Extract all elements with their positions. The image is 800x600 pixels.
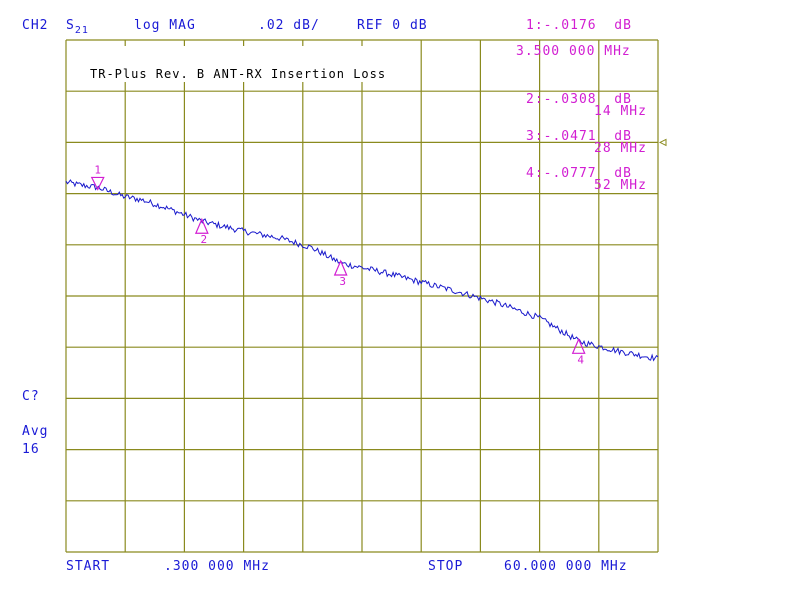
marker-3-number: 3 bbox=[339, 275, 346, 288]
marker-1-unit: dB bbox=[614, 18, 632, 33]
s-parameter-label: S21 bbox=[66, 18, 89, 37]
marker-4-symbol bbox=[571, 337, 586, 354]
marker-1-readout: 1:-.0176 dB bbox=[526, 19, 632, 33]
marker-2-symbol bbox=[194, 217, 209, 234]
marker-3-unit: dB bbox=[614, 129, 632, 144]
trace-line bbox=[65, 179, 659, 362]
averaging-label: Avg bbox=[22, 424, 49, 439]
marker-3-readout: 3:-.0471 dB bbox=[526, 130, 632, 144]
stop-label: STOP bbox=[428, 559, 464, 574]
marker-1-symbol bbox=[90, 176, 105, 191]
marker-4-unit: dB bbox=[614, 166, 632, 181]
marker-2-value: -.0308 bbox=[543, 92, 597, 107]
marker-2-readout: 2:-.0308 dB bbox=[526, 93, 632, 107]
marker-4-label: 4: bbox=[526, 166, 544, 181]
calibration-indicator: C? bbox=[22, 389, 40, 404]
marker-3-value: -.0471 bbox=[543, 129, 597, 144]
marker-1-value: -.0176 bbox=[543, 18, 597, 33]
marker-1-frequency: 3.500 000 MHz bbox=[516, 44, 631, 59]
plot-title: TR-Plus Rev. B ANT-RX Insertion Loss bbox=[90, 67, 387, 81]
marker-4-readout: 4:-.0777 dB bbox=[526, 167, 632, 181]
s-parameter-letter: S bbox=[66, 18, 75, 33]
marker-4-frequency: 52 MHz bbox=[594, 178, 647, 193]
marker-3-symbol bbox=[333, 259, 348, 276]
marker-1-number: 1 bbox=[94, 163, 101, 176]
marker-2-frequency: 14 MHz bbox=[594, 104, 647, 119]
marker-4-value: -.0777 bbox=[543, 166, 597, 181]
format-label: log MAG bbox=[134, 18, 196, 33]
start-label: START bbox=[66, 559, 111, 574]
title-box-inner bbox=[84, 52, 408, 72]
start-frequency: .300 000 MHz bbox=[164, 559, 270, 574]
marker-2-unit: dB bbox=[614, 92, 632, 107]
marker-1-label: 1: bbox=[526, 18, 544, 33]
marker-2-label: 2: bbox=[526, 92, 544, 107]
channel-label: CH2 bbox=[22, 18, 49, 33]
marker-3-frequency: 28 MHz bbox=[594, 141, 647, 156]
averaging-count: 16 bbox=[22, 442, 40, 457]
scale-label: .02 dB/ bbox=[258, 18, 320, 33]
stop-frequency: 60.000 000 MHz bbox=[504, 559, 628, 574]
reference-position-indicator bbox=[658, 138, 667, 147]
marker-2-number: 2 bbox=[201, 233, 208, 246]
reference-label: REF 0 dB bbox=[357, 18, 428, 33]
s-parameter-subscript: 21 bbox=[74, 25, 89, 36]
marker-4-number: 4 bbox=[577, 353, 584, 366]
marker-3-label: 3: bbox=[526, 129, 544, 144]
